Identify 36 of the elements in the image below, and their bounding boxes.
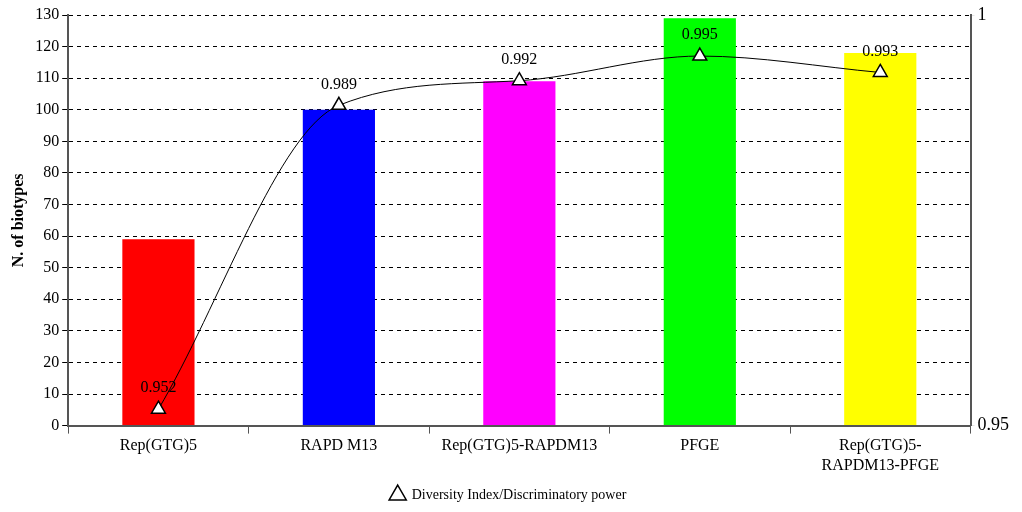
point: [692, 47, 708, 61]
y-tick-label: 50: [43, 257, 60, 275]
bar: [483, 81, 556, 426]
y-tick-label: 20: [43, 352, 60, 370]
y2-tick-label: 1: [977, 3, 987, 24]
point: [331, 96, 347, 111]
y-tick-label: 100: [35, 99, 60, 117]
y-tick-label: 40: [43, 289, 60, 307]
bar: [663, 18, 736, 426]
legend-label: Diversity Index/Discriminatory power: [411, 486, 627, 502]
data-label: 0.995: [681, 25, 718, 43]
y-tick-label: 30: [43, 321, 60, 339]
y2-tick-label: 0.95: [977, 414, 1009, 435]
y-tick-label: 60: [43, 226, 60, 244]
data-label: 0.992: [501, 49, 538, 67]
data-label: 0.989: [320, 74, 357, 92]
y-tick-label: 80: [43, 163, 60, 181]
y-tick-label: 10: [43, 384, 60, 402]
x-tick-label: PFGE: [680, 436, 720, 454]
x-tick-label: RAPD M13: [300, 436, 378, 454]
x-tick-label: Rep(GTG)5-RAPDM13: [441, 436, 598, 455]
y-tick-label: 0: [51, 415, 60, 433]
point: [150, 400, 167, 414]
y-tick-label: 90: [43, 131, 60, 149]
y-tick-label: 70: [43, 194, 60, 212]
x-tick-label: Rep(GTG)5: [119, 436, 198, 455]
bar: [122, 239, 195, 426]
point: [511, 71, 528, 86]
y-tick-label: 120: [35, 36, 60, 54]
x-tick-label: Rep(GTG)5-RAPDM13-PFGE: [821, 436, 939, 473]
data-label: 0.952: [140, 378, 177, 396]
bar: [302, 109, 375, 426]
y-tick-label: 110: [35, 68, 60, 86]
point: [872, 63, 888, 78]
y-axis-title: N. of biotypes: [8, 173, 27, 268]
y-tick-label: 130: [35, 5, 60, 23]
